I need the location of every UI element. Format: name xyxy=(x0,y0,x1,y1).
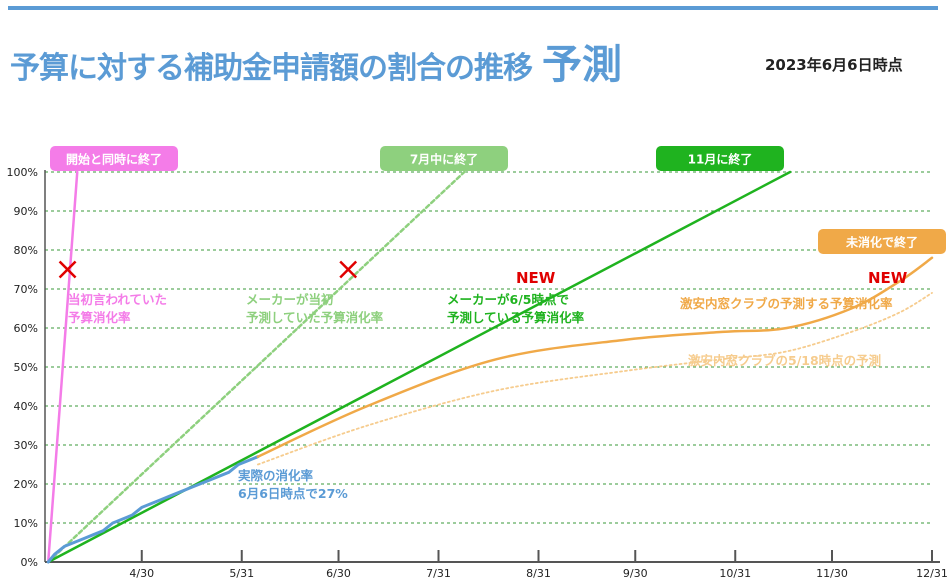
gekiyasu-may18-label: 激安内窓クラブの5/18時点の予測 xyxy=(688,353,881,368)
x-tick-label: 5/31 xyxy=(229,567,254,580)
initial-end-box xyxy=(50,146,178,171)
y-tick-label: 40% xyxy=(14,400,38,413)
maker-initial-label: 予測していた予算消化率 xyxy=(246,310,384,325)
actual-consumption-line xyxy=(46,455,260,564)
y-tick-label: 90% xyxy=(14,205,38,218)
unused-end-label: 未消化で終了 xyxy=(845,235,918,250)
title-text: 予算に対する補助金申請額の割合の推移 xyxy=(10,51,533,86)
x-tick-label: 7/31 xyxy=(426,567,451,580)
x-tick-label: 12/31 xyxy=(916,567,948,580)
rejected-x-marker xyxy=(339,260,358,279)
initial-end-label: 開始と同時に終了 xyxy=(66,152,162,167)
x-tick-label: 11/30 xyxy=(816,567,848,580)
as-of-date: 2023年6月6日時点 xyxy=(765,56,903,74)
y-tick-label: 70% xyxy=(14,283,38,296)
actual-label: 6月6日時点で27% xyxy=(238,486,348,501)
new-badge: NEW xyxy=(516,269,556,287)
y-tick-label: 80% xyxy=(14,244,38,257)
november-end-box xyxy=(656,146,784,171)
page-title: 予算に対する補助金申請額の割合の推移 予測 xyxy=(10,32,622,88)
y-tick-label: 60% xyxy=(14,322,38,335)
rejected-x-marker xyxy=(58,260,77,279)
gekiyasu-forecast-line xyxy=(256,256,934,458)
y-tick-label: 30% xyxy=(14,439,38,452)
maker-initial-forecast-line xyxy=(46,170,466,564)
x-tick-label: 9/30 xyxy=(623,567,648,580)
gekiyasu-forecast-label: 激安内窓クラブの予測する予算消化率 xyxy=(680,296,893,311)
y-tick-label: 100% xyxy=(7,166,38,179)
new-badge: NEW xyxy=(868,269,908,287)
x-tick-label: 6/30 xyxy=(326,567,351,580)
unused-end-box xyxy=(818,229,946,254)
x-tick-label: 10/31 xyxy=(719,567,751,580)
y-tick-label: 50% xyxy=(14,361,38,374)
x-tick-label: 8/31 xyxy=(526,567,551,580)
y-tick-label: 10% xyxy=(14,517,38,530)
maker-june5-label: 予測している予算消化率 xyxy=(447,310,585,325)
july-end-box xyxy=(380,146,508,171)
x-tick-label: 4/30 xyxy=(129,567,154,580)
initial-forecast-label: 当初言われていた xyxy=(68,292,167,307)
gekiyasu-may18-forecast-line xyxy=(256,292,933,466)
initial-forecast-line xyxy=(46,170,79,564)
maker-june5-label: メーカーが6/5時点で xyxy=(447,292,569,307)
y-tick-label: 0% xyxy=(21,556,38,569)
july-end-label: 7月中に終了 xyxy=(410,152,478,167)
top-accent-bar xyxy=(8,6,938,10)
maker-initial-label: メーカーが当初 xyxy=(246,292,334,307)
actual-label: 実際の消化率 xyxy=(238,468,314,483)
initial-forecast-label: 予算消化率 xyxy=(68,310,131,325)
title-forecast-text: 予測 xyxy=(542,42,622,88)
maker-june5-forecast-line xyxy=(46,170,792,564)
y-tick-label: 20% xyxy=(14,478,38,491)
november-end-label: 11月に終了 xyxy=(688,152,753,167)
